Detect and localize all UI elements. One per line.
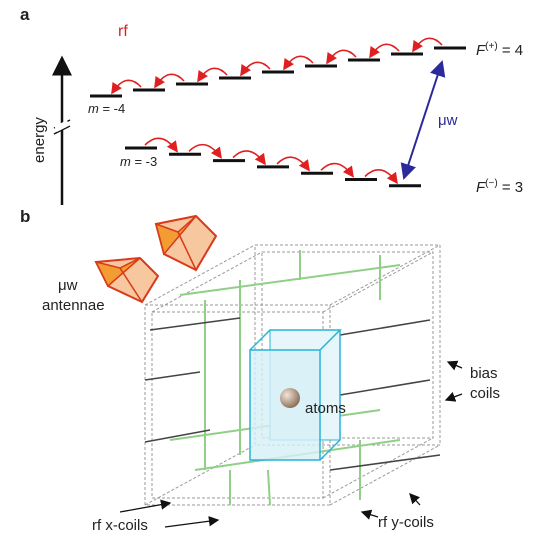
panel-label: b xyxy=(20,207,30,226)
m-label: m = -4 xyxy=(88,101,125,116)
figure: a rf energy m = -4 m = -3 F(+) = 4 F(−) … xyxy=(0,0,548,538)
rf-label: rf xyxy=(118,23,128,40)
atom-cell xyxy=(250,330,340,460)
m-label: m = -3 xyxy=(120,154,157,169)
panel-label: a xyxy=(20,5,30,24)
f-label: F(−) = 3 xyxy=(476,173,523,196)
atoms-label: atoms xyxy=(305,400,346,417)
bias-label: bias xyxy=(470,365,498,382)
f-label: F(+) = 4 xyxy=(476,36,523,59)
rf-x-label: rf x-coils xyxy=(92,517,148,534)
mw-label: μw xyxy=(438,112,458,129)
rf-y-label: rf y-coils xyxy=(378,514,434,531)
bias-label: coils xyxy=(470,385,500,402)
antennae-label: μw xyxy=(58,277,78,294)
antennae-label: antennae xyxy=(42,297,105,314)
axis-label: energy xyxy=(31,117,48,163)
antennae xyxy=(96,216,216,302)
mw-transition xyxy=(404,62,442,178)
